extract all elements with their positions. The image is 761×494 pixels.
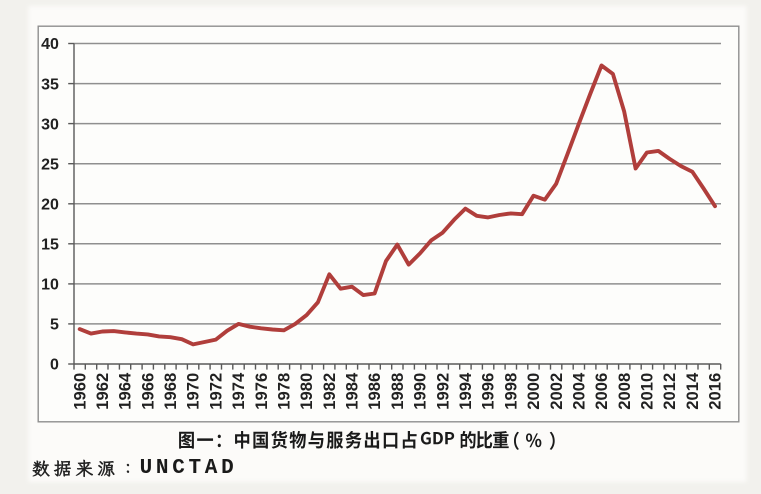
svg-text:UNCTAD: UNCTAD (140, 457, 238, 480)
svg-text:2002: 2002 (547, 373, 566, 410)
svg-text:2016: 2016 (706, 373, 725, 410)
svg-text:25: 25 (41, 156, 59, 173)
svg-text:1960: 1960 (70, 373, 89, 410)
svg-text:1998: 1998 (501, 373, 520, 410)
svg-text:1988: 1988 (388, 373, 407, 410)
svg-text:1980: 1980 (297, 373, 316, 410)
svg-text:1962: 1962 (93, 373, 112, 410)
svg-text:35: 35 (41, 76, 59, 93)
svg-text:1996: 1996 (479, 373, 498, 410)
svg-text:15: 15 (41, 237, 59, 254)
svg-text:1986: 1986 (365, 373, 384, 410)
svg-text:5: 5 (50, 317, 59, 334)
svg-text:1982: 1982 (320, 373, 339, 410)
svg-text:1968: 1968 (161, 373, 180, 410)
svg-text:2008: 2008 (615, 373, 634, 410)
svg-text:1990: 1990 (411, 373, 430, 410)
svg-text:1994: 1994 (456, 372, 475, 410)
svg-text:1970: 1970 (184, 373, 203, 410)
svg-text:40: 40 (41, 36, 59, 53)
svg-text:1976: 1976 (252, 373, 271, 410)
svg-text:30: 30 (41, 116, 59, 133)
svg-text:1992: 1992 (433, 373, 452, 410)
svg-text:1984: 1984 (343, 372, 362, 410)
svg-text:1974: 1974 (229, 372, 248, 410)
svg-text:20: 20 (41, 196, 59, 213)
svg-text:2014: 2014 (683, 372, 702, 410)
svg-text:1964: 1964 (116, 372, 135, 410)
svg-text:2004: 2004 (570, 372, 589, 410)
svg-text:1972: 1972 (206, 373, 225, 410)
svg-text:2010: 2010 (638, 373, 657, 410)
svg-text:2006: 2006 (592, 373, 611, 410)
svg-text:2012: 2012 (660, 373, 679, 410)
svg-text:0: 0 (50, 357, 59, 374)
svg-text:10: 10 (41, 277, 59, 294)
svg-text:1966: 1966 (138, 373, 157, 410)
svg-text:2000: 2000 (524, 373, 543, 410)
svg-text:1978: 1978 (275, 373, 294, 410)
